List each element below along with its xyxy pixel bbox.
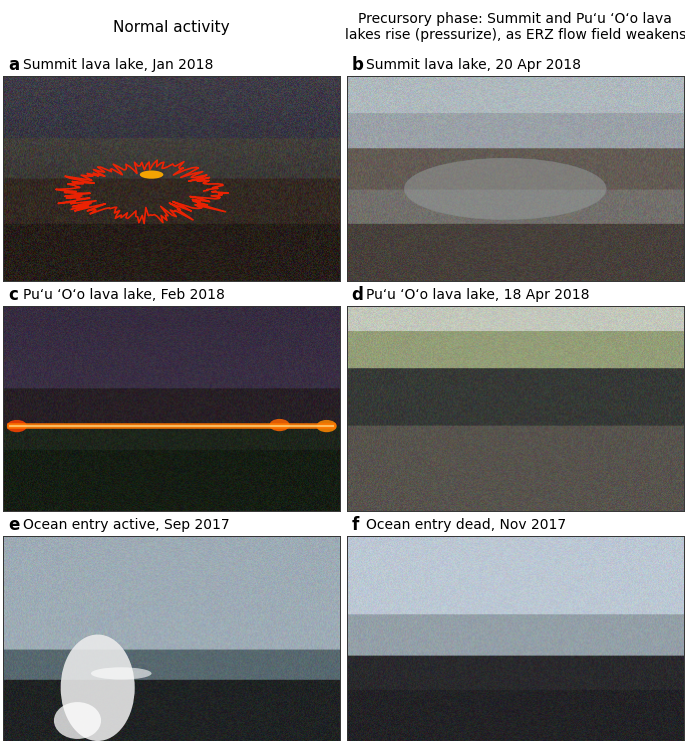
Text: Summit lava lake, 20 Apr 2018: Summit lava lake, 20 Apr 2018 (366, 59, 582, 72)
Ellipse shape (140, 170, 163, 179)
Text: e: e (8, 516, 19, 534)
Text: c: c (8, 286, 18, 304)
Text: a: a (8, 56, 19, 74)
Ellipse shape (7, 420, 27, 432)
Text: Precursory phase: Summit and Puʻu ʻOʻo lava
lakes rise (pressurize), as ERZ flow: Precursory phase: Summit and Puʻu ʻOʻo l… (345, 12, 685, 42)
Text: Ocean entry active, Sep 2017: Ocean entry active, Sep 2017 (23, 518, 229, 532)
Text: Ocean entry dead, Nov 2017: Ocean entry dead, Nov 2017 (366, 518, 566, 532)
Text: b: b (351, 56, 363, 74)
Ellipse shape (61, 634, 135, 741)
Text: Puʻu ʻOʻo lava lake, Feb 2018: Puʻu ʻOʻo lava lake, Feb 2018 (23, 288, 225, 302)
Text: Puʻu ʻOʻo lava lake, 18 Apr 2018: Puʻu ʻOʻo lava lake, 18 Apr 2018 (366, 288, 590, 302)
Ellipse shape (54, 702, 101, 739)
Text: Summit lava lake, Jan 2018: Summit lava lake, Jan 2018 (23, 59, 213, 72)
Ellipse shape (91, 668, 151, 679)
Ellipse shape (269, 419, 290, 431)
Text: f: f (351, 516, 358, 534)
Text: Normal activity: Normal activity (114, 19, 230, 35)
Ellipse shape (316, 420, 337, 432)
Text: d: d (351, 286, 363, 304)
Ellipse shape (404, 159, 606, 219)
